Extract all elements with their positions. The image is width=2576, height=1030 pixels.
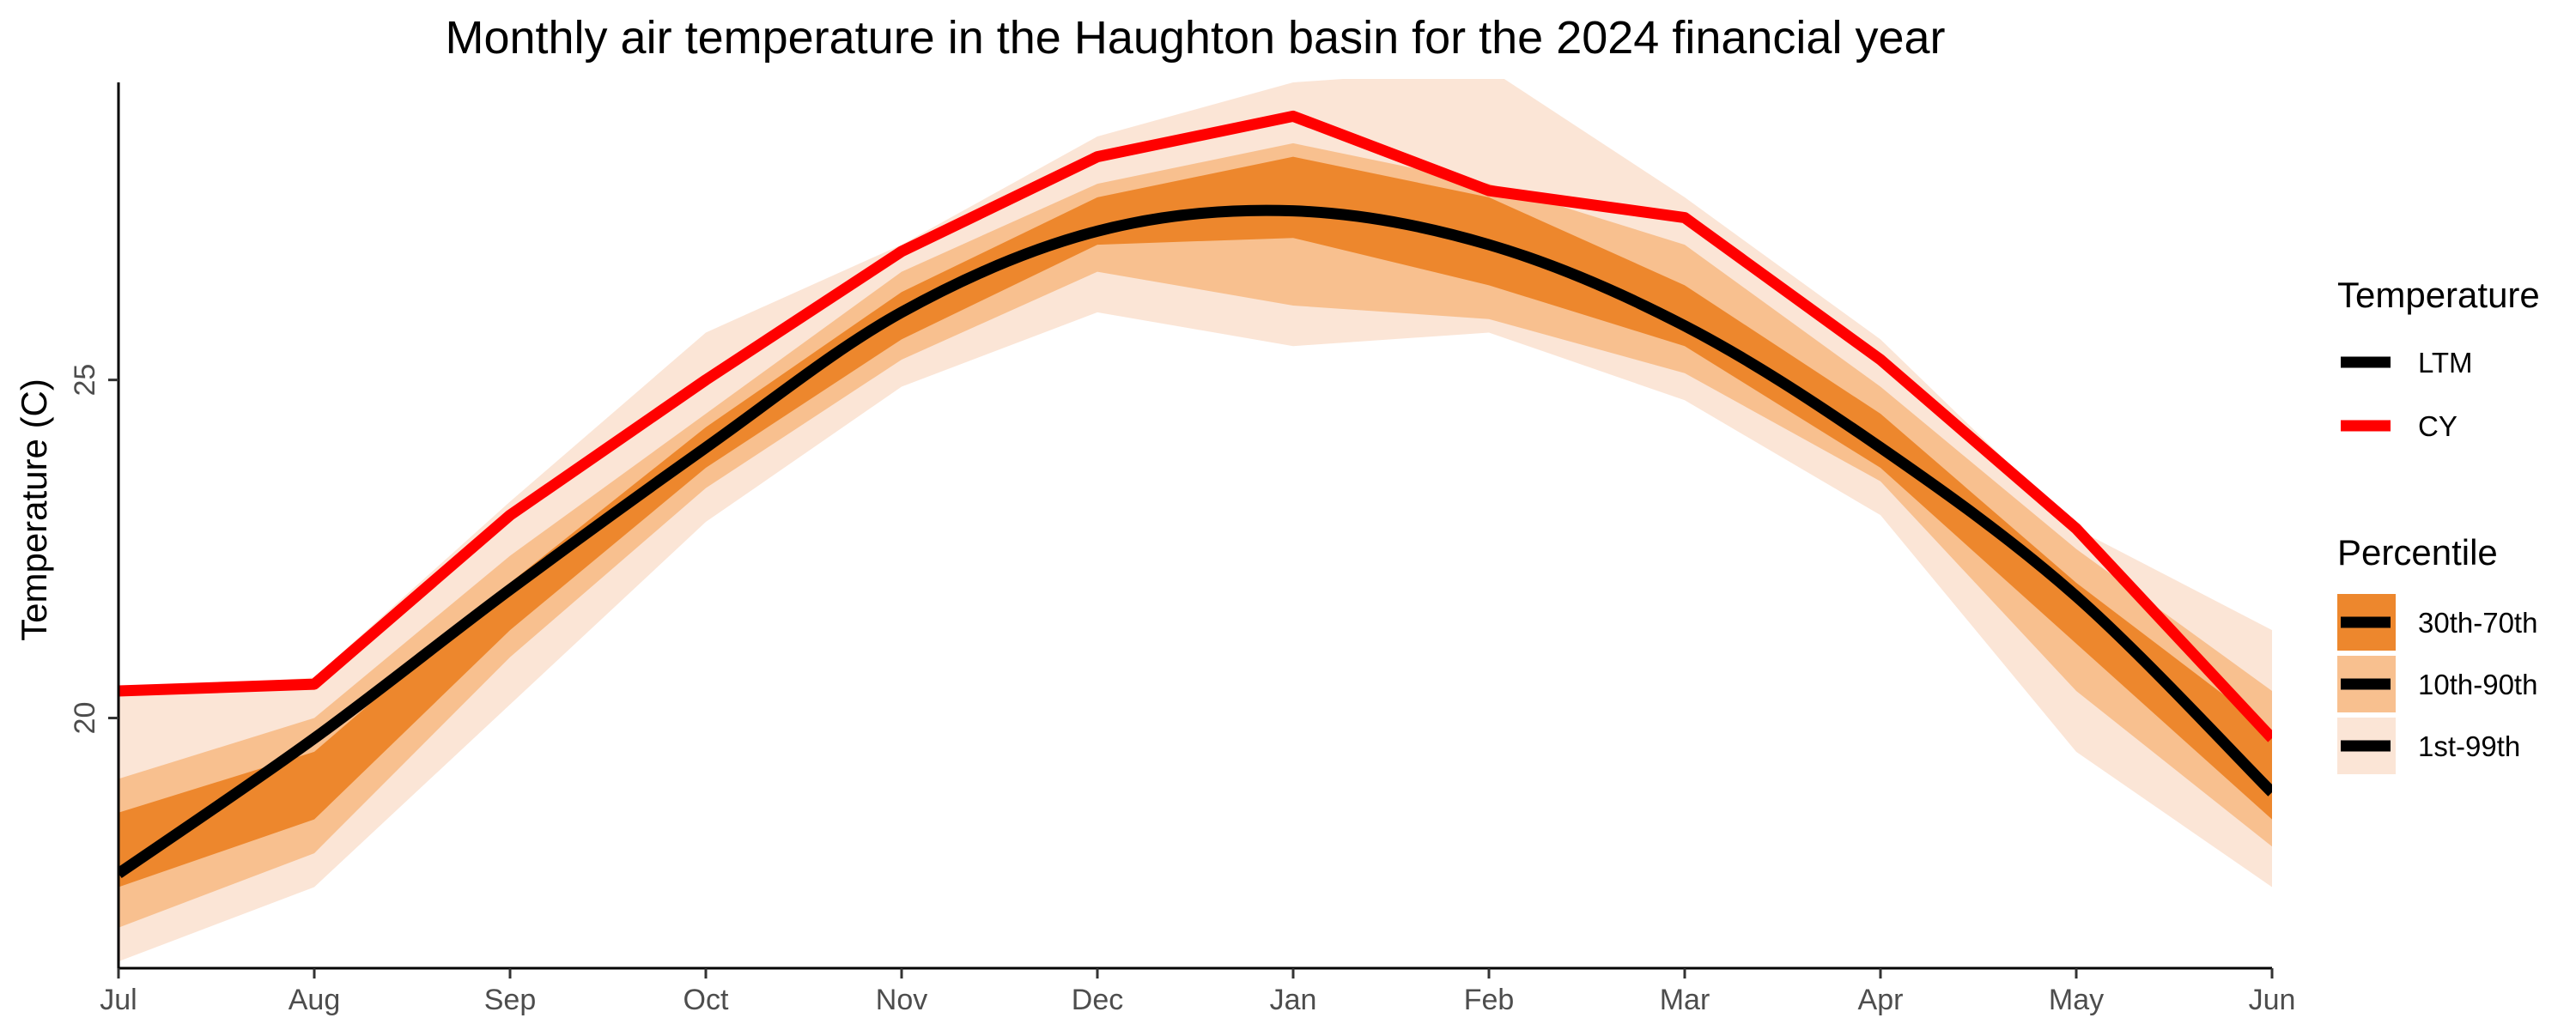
x-tick-label: Aug	[289, 984, 341, 1016]
x-tick-label: Sep	[484, 984, 537, 1016]
legend: Temperature LTM CY Percentile 30th-70th 10th-…	[2337, 275, 2540, 774]
y-tick-label: 20	[69, 702, 101, 735]
x-tick-label: Nov	[876, 984, 927, 1016]
series-lines	[118, 110, 2272, 879]
x-tick-label: Jun	[2249, 984, 2296, 1016]
y-axis-title: Temperature (C)	[14, 379, 54, 641]
x-tick-label: Jan	[1270, 984, 1317, 1016]
legend-temperature-title: Temperature	[2337, 275, 2540, 315]
legend-label-band: 10th-90th	[2418, 669, 2537, 700]
plot-area: Jul Aug Sep Oct Nov Dec Jan Feb Mar Apr May Jun 20 25	[69, 79, 2296, 1016]
chart-title: Monthly air temperature in the Haughton …	[445, 12, 1945, 64]
x-tick-label: Oct	[683, 984, 729, 1016]
legend-label-band: 1st-99th	[2418, 730, 2520, 762]
x-tick-label: May	[2049, 984, 2104, 1016]
x-tick-label: Apr	[1858, 984, 1904, 1016]
band-30th-70th	[118, 156, 2272, 888]
legend-label-cy: CY	[2418, 410, 2458, 442]
percentile-bands	[118, 79, 2272, 962]
x-tick-label: Dec	[1072, 984, 1123, 1016]
legend-percentile-title: Percentile	[2337, 532, 2498, 573]
y-tick-label: 25	[69, 364, 101, 397]
x-tick-label: Mar	[1660, 984, 1710, 1016]
x-tick-label: Feb	[1464, 984, 1515, 1016]
band-10th-90th	[118, 142, 2272, 928]
legend-label-ltm: LTM	[2418, 347, 2473, 379]
series-line-ltm	[118, 204, 2272, 879]
series-line-cy	[118, 110, 2272, 742]
x-tick-label: Jul	[100, 984, 137, 1016]
legend-label-band: 30th-70th	[2418, 607, 2537, 639]
